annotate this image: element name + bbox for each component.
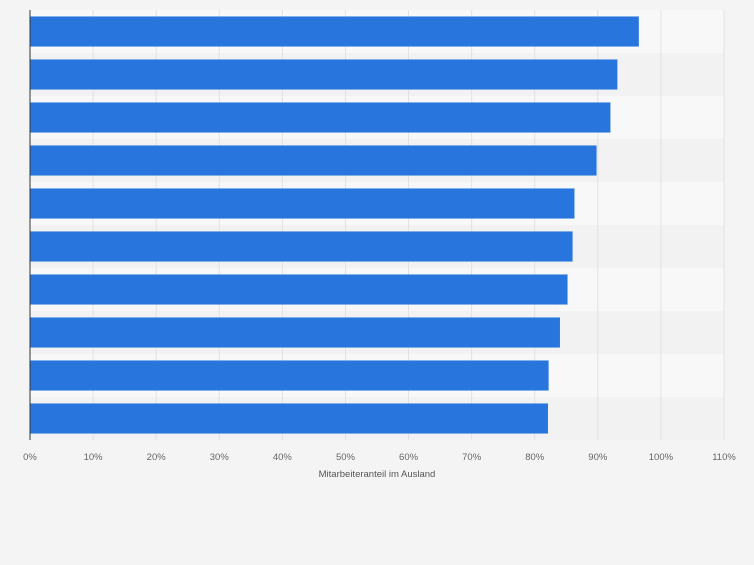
bar[interactable] bbox=[30, 145, 597, 176]
bar[interactable] bbox=[30, 188, 575, 219]
x-tick-label: 100% bbox=[649, 452, 674, 463]
bar[interactable] bbox=[30, 317, 560, 348]
bar[interactable] bbox=[30, 231, 573, 262]
x-tick-label: 30% bbox=[210, 452, 230, 463]
bar[interactable] bbox=[30, 102, 611, 133]
x-tick-label: 20% bbox=[147, 452, 167, 463]
x-axis-ticks: 0% 10% 20% 30% 40% 50% 60% 70% 80% 90% 100% 110% bbox=[23, 452, 736, 463]
x-tick-label: 50% bbox=[336, 452, 356, 463]
bar[interactable] bbox=[30, 59, 618, 90]
bar[interactable] bbox=[30, 16, 639, 47]
bar[interactable] bbox=[30, 360, 549, 391]
x-tick-label: 40% bbox=[273, 452, 293, 463]
x-tick-label: 70% bbox=[462, 452, 482, 463]
x-tick-label: 80% bbox=[525, 452, 545, 463]
x-axis-title: Mitarbeiteranteil im Ausland bbox=[319, 469, 436, 480]
x-tick-label: 110% bbox=[712, 452, 736, 463]
bars bbox=[30, 16, 639, 434]
x-tick-label: 0% bbox=[23, 452, 37, 463]
bar[interactable] bbox=[30, 274, 568, 305]
bar[interactable] bbox=[30, 403, 548, 434]
x-tick-label: 10% bbox=[84, 452, 104, 463]
x-tick-label: 60% bbox=[399, 452, 419, 463]
x-tick-label: 90% bbox=[588, 452, 608, 463]
